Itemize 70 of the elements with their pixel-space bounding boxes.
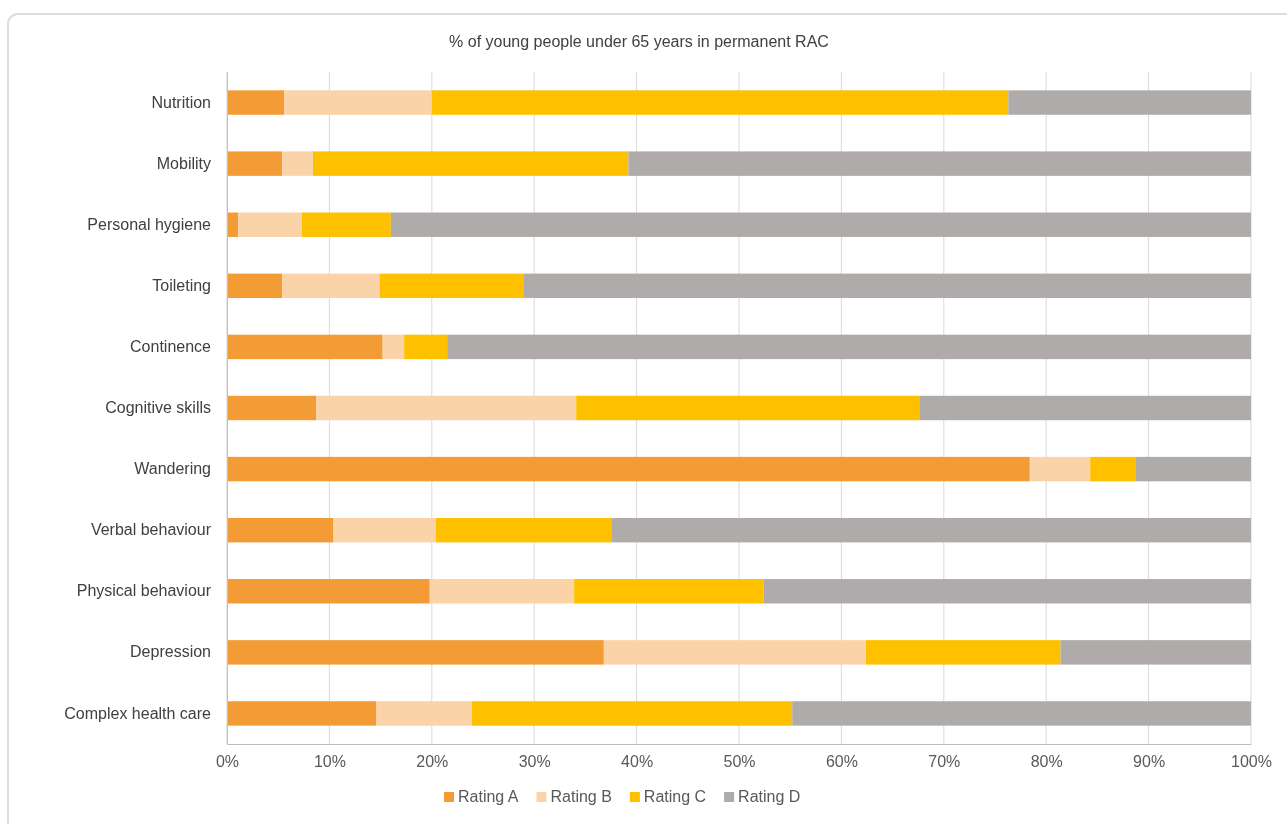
bar <box>1060 640 1251 665</box>
legend-label: Rating A <box>458 788 519 805</box>
y-tick-label: Mobility <box>156 154 211 172</box>
bar <box>1135 456 1251 482</box>
bar <box>435 517 613 543</box>
bar <box>227 273 283 299</box>
x-tick-label: 100% <box>1231 753 1272 771</box>
bar <box>227 90 285 115</box>
bar <box>429 579 575 604</box>
bar <box>376 701 472 726</box>
bar <box>227 456 1030 482</box>
bar <box>574 579 764 604</box>
bar <box>284 90 432 115</box>
x-tick-label: 20% <box>416 753 449 771</box>
bar <box>316 395 577 421</box>
bar <box>763 579 1251 604</box>
bar <box>282 151 314 176</box>
bar <box>227 640 604 665</box>
x-tick-label: 90% <box>1133 753 1166 771</box>
bar <box>227 334 383 360</box>
bar <box>792 701 1251 726</box>
legend-label: Rating D <box>738 788 801 805</box>
legend-label: Rating B <box>550 788 612 805</box>
bar <box>227 701 377 726</box>
bar <box>919 395 1251 421</box>
bar <box>612 517 1251 543</box>
bar <box>628 151 1251 176</box>
y-tick-label: Depression <box>130 643 211 661</box>
bar <box>576 395 920 421</box>
y-tick-label: Cognitive skills <box>105 399 211 417</box>
bar <box>523 273 1251 299</box>
bar <box>333 517 436 543</box>
x-tick-label: 50% <box>723 753 756 771</box>
x-tick-label: 10% <box>313 753 346 771</box>
x-tick-label: 70% <box>928 753 961 771</box>
x-tick-label: 80% <box>1030 753 1063 771</box>
bar <box>227 151 283 176</box>
legend-label: Rating C <box>643 788 707 805</box>
bar <box>390 212 1251 237</box>
bar <box>282 273 380 299</box>
x-tick-label: 0% <box>215 753 240 771</box>
bar <box>447 334 1251 360</box>
y-tick-label: Personal hygiene <box>87 215 212 233</box>
bar <box>471 701 793 726</box>
bar <box>1029 456 1091 482</box>
y-tick-label: Verbal behaviour <box>90 521 212 539</box>
bar <box>1008 90 1251 115</box>
bar <box>301 212 391 237</box>
chart-title: % of young people under 65 years in permanent RAC <box>449 33 829 50</box>
bar <box>227 395 317 421</box>
y-tick-label: Toileting <box>152 276 211 294</box>
bar <box>431 90 1009 115</box>
y-tick-label: Continence <box>130 338 212 356</box>
bar <box>865 640 1061 665</box>
bar <box>227 517 334 543</box>
bar <box>382 334 405 360</box>
x-tick-label: 40% <box>621 753 654 771</box>
y-tick-label: Physical behaviour <box>76 582 212 600</box>
bar <box>404 334 448 360</box>
bar <box>313 151 629 176</box>
y-tick-label: Wandering <box>134 460 211 478</box>
y-tick-label: Complex health care <box>64 704 212 722</box>
bar <box>603 640 866 665</box>
y-tick-label: Nutrition <box>151 93 211 111</box>
bar <box>1090 456 1136 482</box>
bar <box>238 212 302 237</box>
x-tick-label: 30% <box>518 753 551 771</box>
bar <box>227 579 430 604</box>
x-tick-label: 60% <box>825 753 858 771</box>
bar <box>379 273 524 299</box>
